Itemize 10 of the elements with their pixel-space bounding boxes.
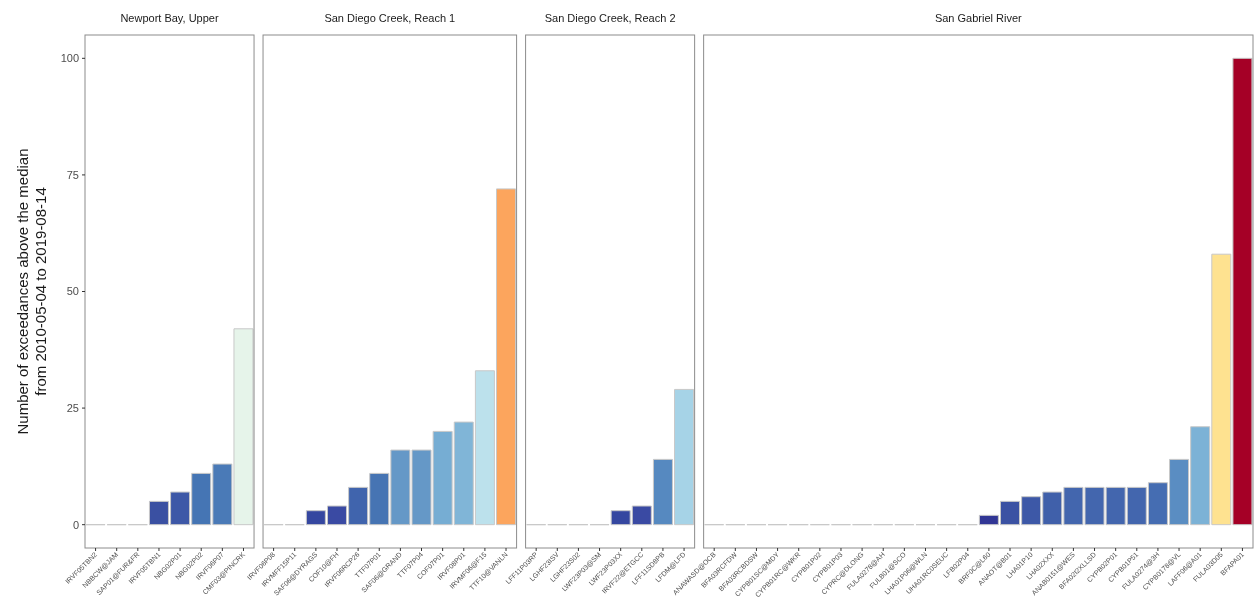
chart-title: San Gabriel River [934,12,1023,24]
y-axis-title: Number of exceedances above the median from 2010-05-04 to 2019-08-14 [14,148,49,435]
chart-title: San Diego Creek, Reach 1 [324,12,456,24]
y-tick-label: 25 [66,401,79,414]
y-tick-label: 0 [72,518,79,531]
chart-title: San Diego Creek, Reach 2 [544,12,676,24]
chart-title: Newport Bay, Upper [120,12,219,24]
y-tick-label: 50 [66,285,79,298]
y-tick-label: 100 [60,52,79,65]
y-tick-label: 75 [66,168,79,181]
